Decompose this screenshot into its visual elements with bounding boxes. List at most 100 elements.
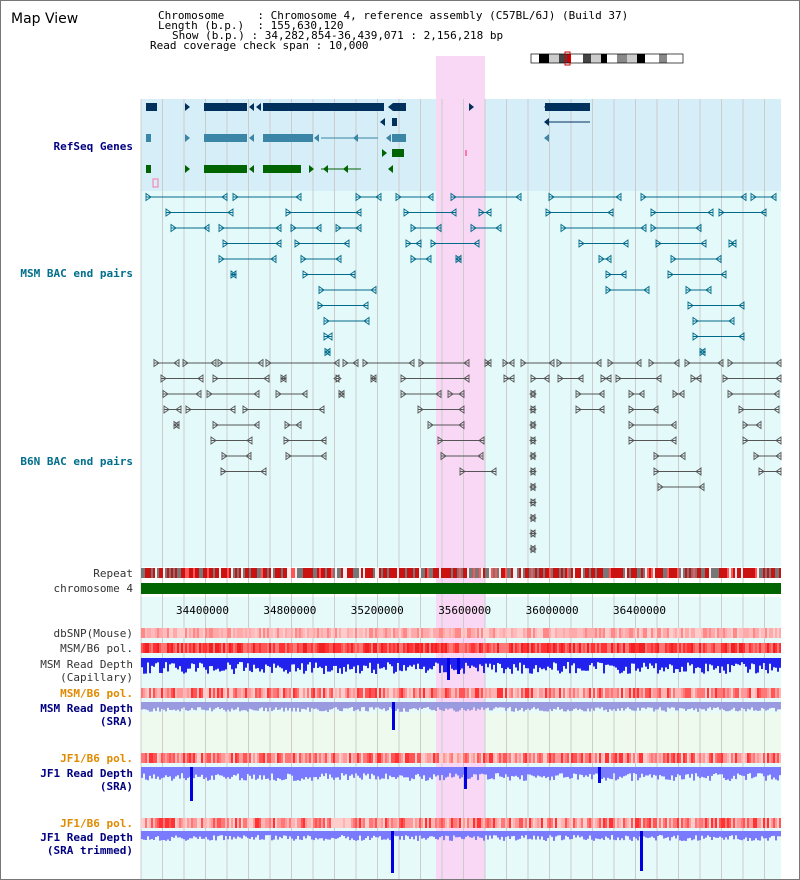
track-label-repeat[interactable]: Repeat (93, 567, 133, 580)
track-label-msm-bac[interactable]: MSM BAC end pairs (20, 267, 133, 280)
msm-depth-capillary-bar (439, 658, 441, 673)
jf1-depth-sra-bar (729, 767, 731, 781)
track-label-msm-depth-capillary[interactable]: MSM Read Depth (40, 658, 133, 671)
msm-depth-capillary-bar (159, 658, 161, 673)
repeat-segment (709, 568, 711, 578)
repeat-segment (507, 568, 509, 578)
jf1-b6-pol-cell (509, 818, 511, 828)
jf1-b6-pol-cell (739, 818, 741, 828)
msm-b6-pol-cell (229, 688, 231, 698)
msm-b6-pol-cell (557, 643, 559, 653)
track-label-jf1-b6-pol-1[interactable]: JF1/B6 pol. (60, 752, 133, 765)
track-label-jf1-depth-sra[interactable]: JF1 Read Depth (40, 767, 133, 780)
dbsnp-cell (319, 628, 321, 638)
msm-depth-capillary-bar (703, 658, 705, 674)
msm-depth-capillary-bar (141, 658, 143, 668)
msm-depth-capillary-bar (215, 658, 217, 670)
jf1-depth-sra-bar (269, 767, 271, 781)
repeat-segment (629, 568, 631, 578)
jf1-depth-sra-bar (521, 767, 523, 776)
msm-bac-pair-end (290, 223, 297, 233)
jf1-b6-pol-cell (333, 753, 335, 763)
b6n-bac-pair-end (530, 544, 537, 554)
jf1-b6-pol-cell (681, 753, 683, 763)
b6n-bac-pair-end (695, 467, 702, 476)
track-label-msm-depth-sra[interactable]: MSM Read Depth (40, 702, 133, 715)
b6n-bac-pair-end (673, 358, 680, 368)
msm-b6-pol-cell (321, 688, 323, 698)
jf1-depth-trimmed-bar (411, 831, 413, 837)
jf1-depth-sra-bar (517, 767, 519, 778)
msm-bac-pair-end (427, 192, 434, 202)
msm-depth-capillary-bar (287, 658, 289, 674)
jf1-depth-trimmed-bar (645, 831, 647, 838)
msm-b6-pol-cell (575, 688, 577, 698)
b6n-bac-pair-end (698, 482, 705, 492)
msm-depth-capillary-bar (755, 658, 757, 674)
repeat-segment (273, 568, 275, 578)
jf1-b6-pol-cell (269, 818, 271, 828)
track-label-jf1-depth-trimmed[interactable]: JF1 Read Depth (40, 831, 133, 844)
jf1-depth-sra-bar (773, 767, 775, 778)
msm-bac-pair-end (478, 208, 485, 217)
track-label-msm-b6-pol-2[interactable]: MSM/B6 pol. (60, 687, 133, 700)
gene-exon (393, 103, 406, 111)
msm-depth-capillary-bar (499, 658, 501, 664)
msm-b6-pol-cell (463, 643, 465, 653)
msm-b6-pol-cell (555, 688, 557, 698)
msm-b6-pol-cell (179, 643, 181, 653)
msm-b6-pol-cell (631, 643, 633, 653)
repeat-segment (229, 568, 231, 578)
dbsnp-cell (239, 628, 241, 638)
msm-depth-sra-bar (639, 702, 641, 711)
msm-depth-capillary-bar (475, 658, 477, 668)
msm-b6-pol-cell (673, 688, 675, 698)
dbsnp-cell (379, 628, 381, 638)
track-label-b6n-bac[interactable]: B6N BAC end pairs (20, 455, 133, 468)
jf1-b6-pol-cell (699, 753, 701, 763)
dbsnp-cell (211, 628, 213, 638)
dbsnp-cell (769, 628, 771, 638)
msm-b6-pol-cell (479, 688, 481, 698)
jf1-b6-pol-cell (429, 753, 431, 763)
dbsnp-cell (197, 628, 199, 638)
msm-depth-sra-bar (499, 702, 501, 708)
b6n-bac-pair-end (212, 420, 219, 430)
msm-b6-pol-cell (673, 643, 675, 653)
msm-depth-capillary-bar (473, 658, 475, 667)
msm-depth-capillary-bar (679, 658, 681, 673)
msm-depth-sra-bar (443, 702, 445, 712)
jf1-depth-sra-bar (467, 767, 469, 779)
track-label-refseq[interactable]: RefSeq Genes (53, 140, 133, 153)
jf1-b6-pol-cell (565, 818, 567, 828)
jf1-depth-trimmed-bar (465, 831, 467, 837)
msm-depth-sra-bar (227, 702, 229, 710)
msm-depth-sra-bar (363, 702, 365, 708)
jf1-depth-trimmed-bar (221, 831, 223, 836)
jf1-depth-trimmed-bar (265, 831, 267, 836)
jf1-b6-pol-cell (741, 753, 743, 763)
jf1-b6-pol-cell (313, 818, 315, 828)
jf1-b6-pol-cell (587, 818, 589, 828)
gene-strand-arrow (321, 103, 326, 111)
jf1-b6-pol-cell (617, 818, 619, 828)
dbsnp-cell (217, 628, 219, 638)
dbsnp-cell (563, 628, 565, 638)
dbsnp-cell (165, 628, 167, 638)
msm-bac-pair-end (450, 192, 457, 202)
track-label-msm-b6-pol-1[interactable]: MSM/B6 pol. (60, 642, 133, 655)
dbsnp-cell (437, 628, 439, 638)
dbsnp-cell (631, 628, 633, 638)
jf1-b6-pol-cell (581, 818, 583, 828)
track-label-jf1-b6-pol-2[interactable]: JF1/B6 pol. (60, 817, 133, 830)
jf1-depth-trimmed-bar (719, 831, 721, 837)
jf1-depth-trimmed-bar (603, 831, 605, 840)
msm-depth-capillary-bar (409, 658, 411, 666)
track-label-dbsnp[interactable]: dbSNP(Mouse) (53, 627, 133, 640)
repeat-segment (457, 568, 459, 578)
repeat-segment (611, 568, 613, 578)
b6n-bac-pair-end (529, 498, 536, 507)
msm-depth-capillary-bar (479, 658, 481, 665)
jf1-depth-sra-bar (609, 767, 611, 779)
msm-depth-sra-bar (469, 702, 471, 711)
